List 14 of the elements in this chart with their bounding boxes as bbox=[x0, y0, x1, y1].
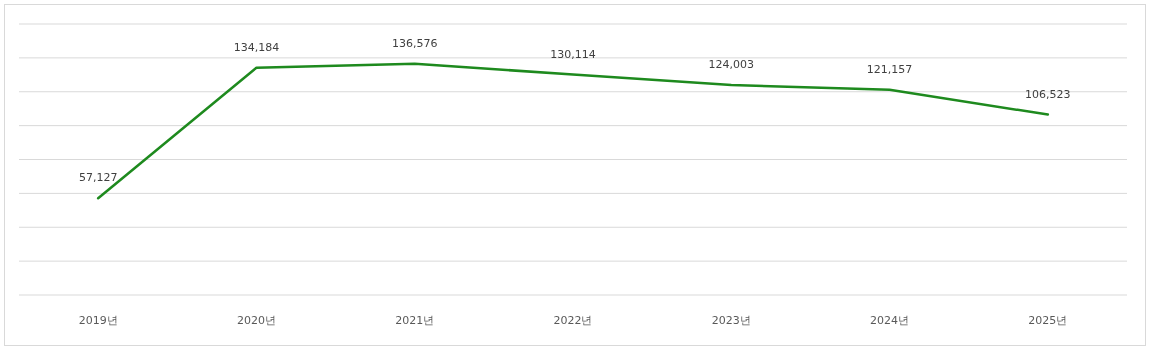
data-label: 136,576 bbox=[391, 36, 438, 50]
data-label: 130,114 bbox=[550, 47, 596, 61]
data-label: 57,127 bbox=[78, 171, 118, 185]
data-label: 134,184 bbox=[233, 40, 280, 54]
x-tick-label: 2019년 bbox=[78, 314, 118, 327]
data-label: 124,003 bbox=[708, 57, 755, 71]
x-tick-label: 2022년 bbox=[553, 314, 593, 327]
data-label: 106,523 bbox=[1025, 87, 1071, 101]
data-label: 121,157 bbox=[866, 62, 913, 76]
x-tick-label: 2023년 bbox=[711, 314, 751, 327]
x-tick-label: 2025년 bbox=[1028, 314, 1068, 327]
x-tick-label: 2021년 bbox=[395, 314, 435, 327]
x-tick-label: 2020년 bbox=[236, 314, 276, 327]
x-tick-label: 2024년 bbox=[870, 314, 910, 327]
